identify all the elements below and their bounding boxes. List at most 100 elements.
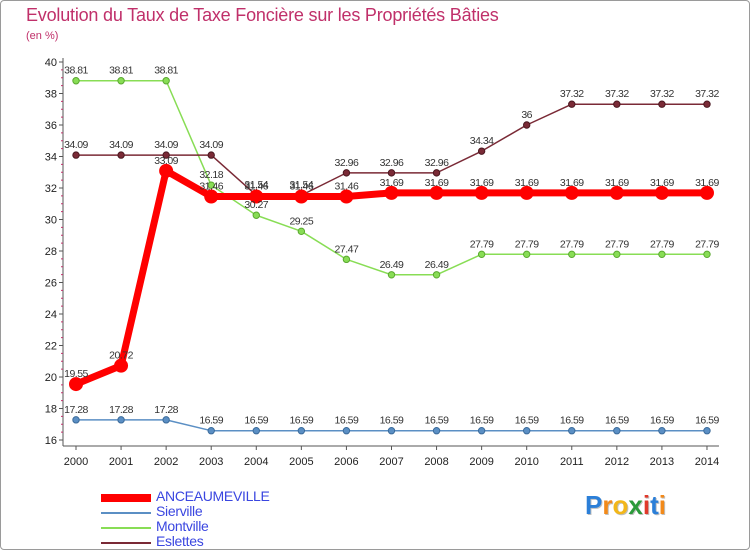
data-point-montville [568, 250, 576, 259]
x-tick-label: 2007 [379, 456, 403, 468]
data-point-anceaumeville [294, 189, 309, 204]
data-point-anceaumeville [114, 358, 129, 373]
data-label-eslettes: 32.96 [425, 157, 449, 169]
data-label-sierville: 16.59 [605, 415, 629, 427]
line-chart: 16 18 20 22 24 26 28 30 32 34 36 38 40 2000 2001 2002 20… [45, 57, 720, 468]
x-tick-label: 2014 [695, 456, 719, 468]
data-point-sierville [72, 416, 80, 424]
chart-title: Evolution du Taux de Taxe Foncière sur l… [26, 5, 499, 25]
data-point-eslettes [477, 147, 486, 155]
legend-label-anceaumeville: ANCEAUMEVILLE [156, 488, 270, 504]
data-label-anceaumeville: 31.46 [244, 181, 268, 193]
data-point-sierville [342, 427, 351, 435]
y-tick-label: 18 [45, 404, 57, 416]
data-label-sierville: 16.59 [470, 415, 494, 427]
data-label-eslettes: 34.09 [199, 139, 223, 151]
data-point-sierville [613, 427, 621, 435]
y-tick-label: 40 [45, 57, 57, 69]
x-tick-label: 2010 [514, 456, 538, 468]
x-tick-label: 2011 [560, 456, 584, 468]
data-label-montville: 38.81 [154, 65, 178, 77]
legend-swatch-sierville [101, 512, 151, 514]
data-label-eslettes: 31.54 [289, 179, 313, 191]
x-tick-label: 2006 [334, 456, 358, 468]
data-label-anceaumeville: 31.69 [425, 177, 449, 189]
data-label-sierville: 16.59 [560, 415, 584, 427]
data-point-eslettes [207, 151, 215, 159]
data-label-anceaumeville: 31.46 [289, 181, 313, 193]
y-tick-label: 30 [45, 215, 57, 227]
data-point-montville [72, 77, 80, 85]
data-label-anceaumeville: 31.69 [560, 177, 584, 189]
data-point-anceaumeville [654, 185, 669, 200]
data-label-eslettes: 32.96 [335, 157, 359, 169]
data-point-anceaumeville [429, 185, 444, 200]
data-point-montville [523, 250, 531, 259]
y-tick-label: 22 [45, 341, 57, 353]
data-label-anceaumeville: 31.69 [515, 177, 539, 189]
data-label-anceaumeville: 20.72 [109, 350, 133, 362]
data-label-sierville: 16.59 [650, 415, 674, 427]
data-label-eslettes: 37.32 [650, 88, 674, 100]
data-point-montville [342, 255, 351, 264]
legend-label-sierville: Sierville [156, 503, 203, 519]
data-label-montville: 26.49 [380, 259, 404, 271]
logo-letter: t [650, 490, 659, 520]
x-tick-label: 2003 [199, 456, 223, 468]
data-label-anceaumeville: 31.69 [470, 177, 494, 189]
data-label-montville: 29.25 [289, 215, 313, 227]
data-label-sierville: 16.59 [695, 415, 719, 427]
data-label-eslettes: 34.09 [109, 139, 133, 151]
proxiti-logo: Proxiti [585, 490, 666, 521]
data-point-eslettes [703, 100, 711, 108]
data-label-sierville: 16.59 [244, 415, 268, 427]
logo-letter: i [642, 490, 651, 520]
data-point-anceaumeville [474, 185, 489, 200]
data-point-sierville [297, 427, 306, 435]
x-tick-label: 2008 [424, 456, 448, 468]
data-point-sierville [703, 427, 711, 435]
data-label-sierville: 16.59 [199, 415, 223, 427]
data-point-montville [432, 271, 441, 279]
legend-swatch-montville [101, 527, 151, 529]
data-point-sierville [117, 416, 125, 424]
y-tick-label: 26 [45, 278, 57, 290]
data-point-montville [117, 77, 125, 85]
x-tick-label: 2000 [64, 456, 88, 468]
data-point-sierville [387, 427, 396, 435]
data-label-anceaumeville: 31.69 [605, 177, 629, 189]
data-label-montville: 27.79 [650, 238, 674, 250]
data-point-sierville [432, 427, 441, 435]
data-point-eslettes [568, 100, 576, 108]
data-label-anceaumeville: 31.69 [650, 177, 674, 189]
data-label-montville: 26.49 [425, 259, 449, 271]
data-point-montville [252, 211, 260, 219]
logo-letter: i [658, 490, 666, 520]
data-label-eslettes: 36 [521, 109, 532, 121]
data-point-montville [207, 181, 215, 189]
data-point-anceaumeville [384, 185, 399, 200]
data-label-eslettes: 34.09 [64, 139, 88, 151]
logo-letter: P [585, 490, 603, 520]
data-point-montville [613, 250, 621, 259]
data-point-montville [387, 271, 396, 279]
x-tick-label: 2005 [289, 456, 313, 468]
data-label-montville: 27.79 [470, 238, 494, 250]
data-label-eslettes: 31.54 [244, 179, 268, 191]
legend-label-eslettes: Eslettes [156, 533, 204, 549]
data-point-montville [162, 77, 170, 85]
y-tick-label: 36 [45, 120, 57, 132]
data-label-montville: 38.81 [64, 65, 88, 77]
data-label-eslettes: 34.09 [154, 139, 178, 151]
data-point-anceaumeville [159, 163, 174, 178]
data-point-sierville [523, 427, 531, 435]
data-label-anceaumeville: 19.55 [64, 368, 88, 380]
data-label-anceaumeville: 33.09 [154, 155, 178, 167]
data-point-eslettes [523, 121, 531, 129]
data-label-sierville: 17.28 [109, 404, 133, 416]
y-tick-label: 32 [45, 183, 57, 195]
data-label-anceaumeville: 31.69 [380, 177, 404, 189]
y-tick-label: 24 [45, 309, 57, 321]
x-tick-label: 2009 [469, 456, 493, 468]
